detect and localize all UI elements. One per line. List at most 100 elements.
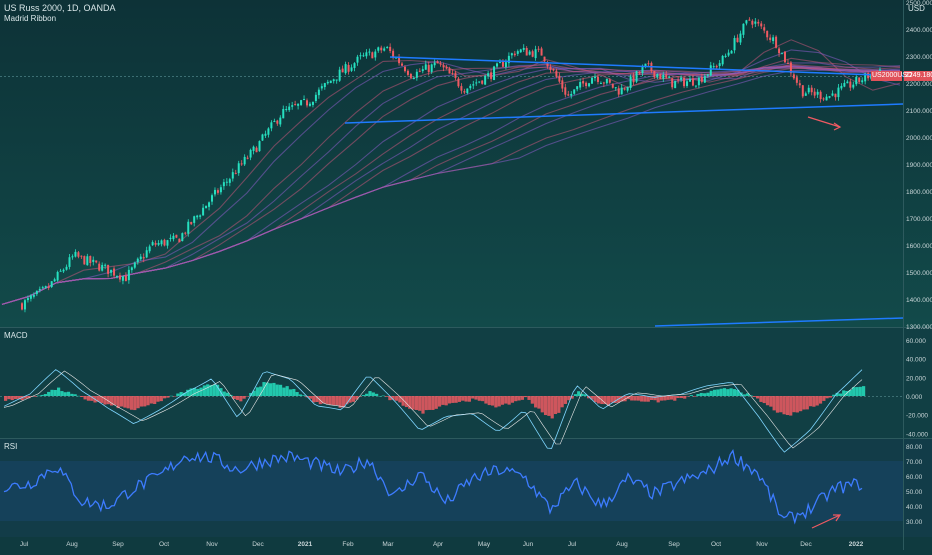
macd-bar <box>679 396 683 399</box>
trendline-lower[interactable] <box>344 103 904 124</box>
macd-bar <box>765 396 770 406</box>
candle-body <box>118 275 121 280</box>
macd-bar <box>461 396 465 401</box>
macd-bar <box>762 396 766 404</box>
time-tick-label: Dec <box>800 541 812 548</box>
time-axis[interactable]: Jul Aug Sep Oct Nov Dec 2021 Feb Mar Apr May Jun Jul… <box>20 541 864 548</box>
candle-body <box>561 80 564 89</box>
candle-body <box>686 81 689 86</box>
macd-bar <box>172 396 177 397</box>
candle-body <box>145 250 148 258</box>
macd-bar <box>53 389 57 396</box>
rsi-pane-title[interactable]: RSI <box>4 442 18 451</box>
candle-body <box>389 46 392 52</box>
rsi-arrow[interactable] <box>811 514 841 529</box>
macd-bar <box>643 396 647 402</box>
candle-body <box>294 104 297 106</box>
candle-body <box>513 53 516 56</box>
macd-bar <box>623 396 627 402</box>
candle-body <box>252 146 255 151</box>
candle-body <box>332 79 335 82</box>
candle-body <box>362 55 365 57</box>
candle-body <box>383 48 386 51</box>
macd-bar <box>192 387 197 396</box>
candle-body <box>864 73 867 82</box>
macd-bar <box>272 382 276 396</box>
candle-body <box>703 76 706 83</box>
macd-axis[interactable]: 60.000 40.000 20.000 0.000 -20.000 -40.000 <box>906 338 928 438</box>
macd-bar <box>646 396 650 402</box>
macd-pane-title[interactable]: MACD <box>4 331 28 340</box>
candle-body <box>267 128 270 135</box>
candle-body <box>522 47 525 50</box>
macd-bar <box>560 396 564 408</box>
candle-body <box>496 63 499 67</box>
candle-body <box>570 94 573 96</box>
candle-body <box>44 286 47 288</box>
macd-bar <box>169 395 173 397</box>
rsi-axis[interactable]: 80.00 70.00 60.00 50.00 40.00 30.00 <box>906 444 923 526</box>
macd-bar <box>404 396 409 408</box>
macd-bar <box>500 396 505 405</box>
macd-bar <box>328 396 332 405</box>
macd-bar <box>27 396 31 399</box>
candle-body <box>825 96 828 101</box>
candle-body <box>528 51 531 55</box>
candle-body <box>95 260 98 263</box>
candle-body <box>202 207 205 216</box>
candle-body <box>543 56 546 62</box>
trendline-extension[interactable] <box>654 317 904 327</box>
macd-bar <box>70 393 74 396</box>
macd-pane-bg <box>0 328 932 438</box>
candle-body <box>193 216 196 223</box>
candle-body <box>504 62 507 68</box>
macd-bar <box>716 389 720 396</box>
candle-body <box>65 266 68 270</box>
candle-body <box>222 182 225 187</box>
price-value-box[interactable] <box>904 71 932 81</box>
trendline-upper[interactable] <box>389 56 904 77</box>
candle-body <box>593 76 596 79</box>
candle-body <box>564 87 567 95</box>
candle-body <box>139 256 142 260</box>
macd-bar <box>729 388 733 396</box>
candle-body <box>187 221 190 234</box>
macd-tick-label: 0.000 <box>906 394 923 401</box>
candle-body <box>691 78 694 86</box>
macd-bar <box>699 392 703 396</box>
macd-bar <box>772 396 776 411</box>
price-arrow[interactable] <box>807 116 841 128</box>
candle-body <box>62 269 65 272</box>
candle-body <box>665 74 668 78</box>
candle-body <box>142 257 145 259</box>
candle-body <box>240 163 243 165</box>
price-tick-label: 1600.000 <box>906 243 932 250</box>
candle-body <box>439 63 442 65</box>
candle-body <box>386 47 389 49</box>
macd-tick-label: -20.000 <box>906 413 928 420</box>
price-label-box[interactable] <box>871 71 902 81</box>
macd-bar <box>269 383 273 396</box>
time-tick-label: Oct <box>159 541 169 548</box>
macd-bar <box>43 394 47 396</box>
candle-body <box>270 122 273 129</box>
price-axis[interactable]: 2500.000 2400.000 2300.000 2200.000 2100.000… <box>906 0 932 331</box>
candle-body <box>26 298 29 301</box>
macd-bar <box>73 394 77 396</box>
candle-body <box>371 52 374 59</box>
candle-body <box>688 78 691 82</box>
time-tick-label: Mar <box>382 541 394 548</box>
candle-body <box>451 73 454 75</box>
macd-bar <box>129 396 134 410</box>
candle-body <box>555 70 558 77</box>
symbol-title[interactable]: US Russ 2000, 1D, OANDA <box>4 3 116 13</box>
candle-body <box>433 62 436 66</box>
indicator-name[interactable]: Madrid Ribbon <box>4 14 57 23</box>
candle-body <box>279 117 282 125</box>
candle-body <box>181 233 184 242</box>
macd-bar <box>577 391 581 396</box>
macd-bar <box>570 396 574 399</box>
candle-body <box>858 77 861 82</box>
candle-body <box>231 172 234 179</box>
